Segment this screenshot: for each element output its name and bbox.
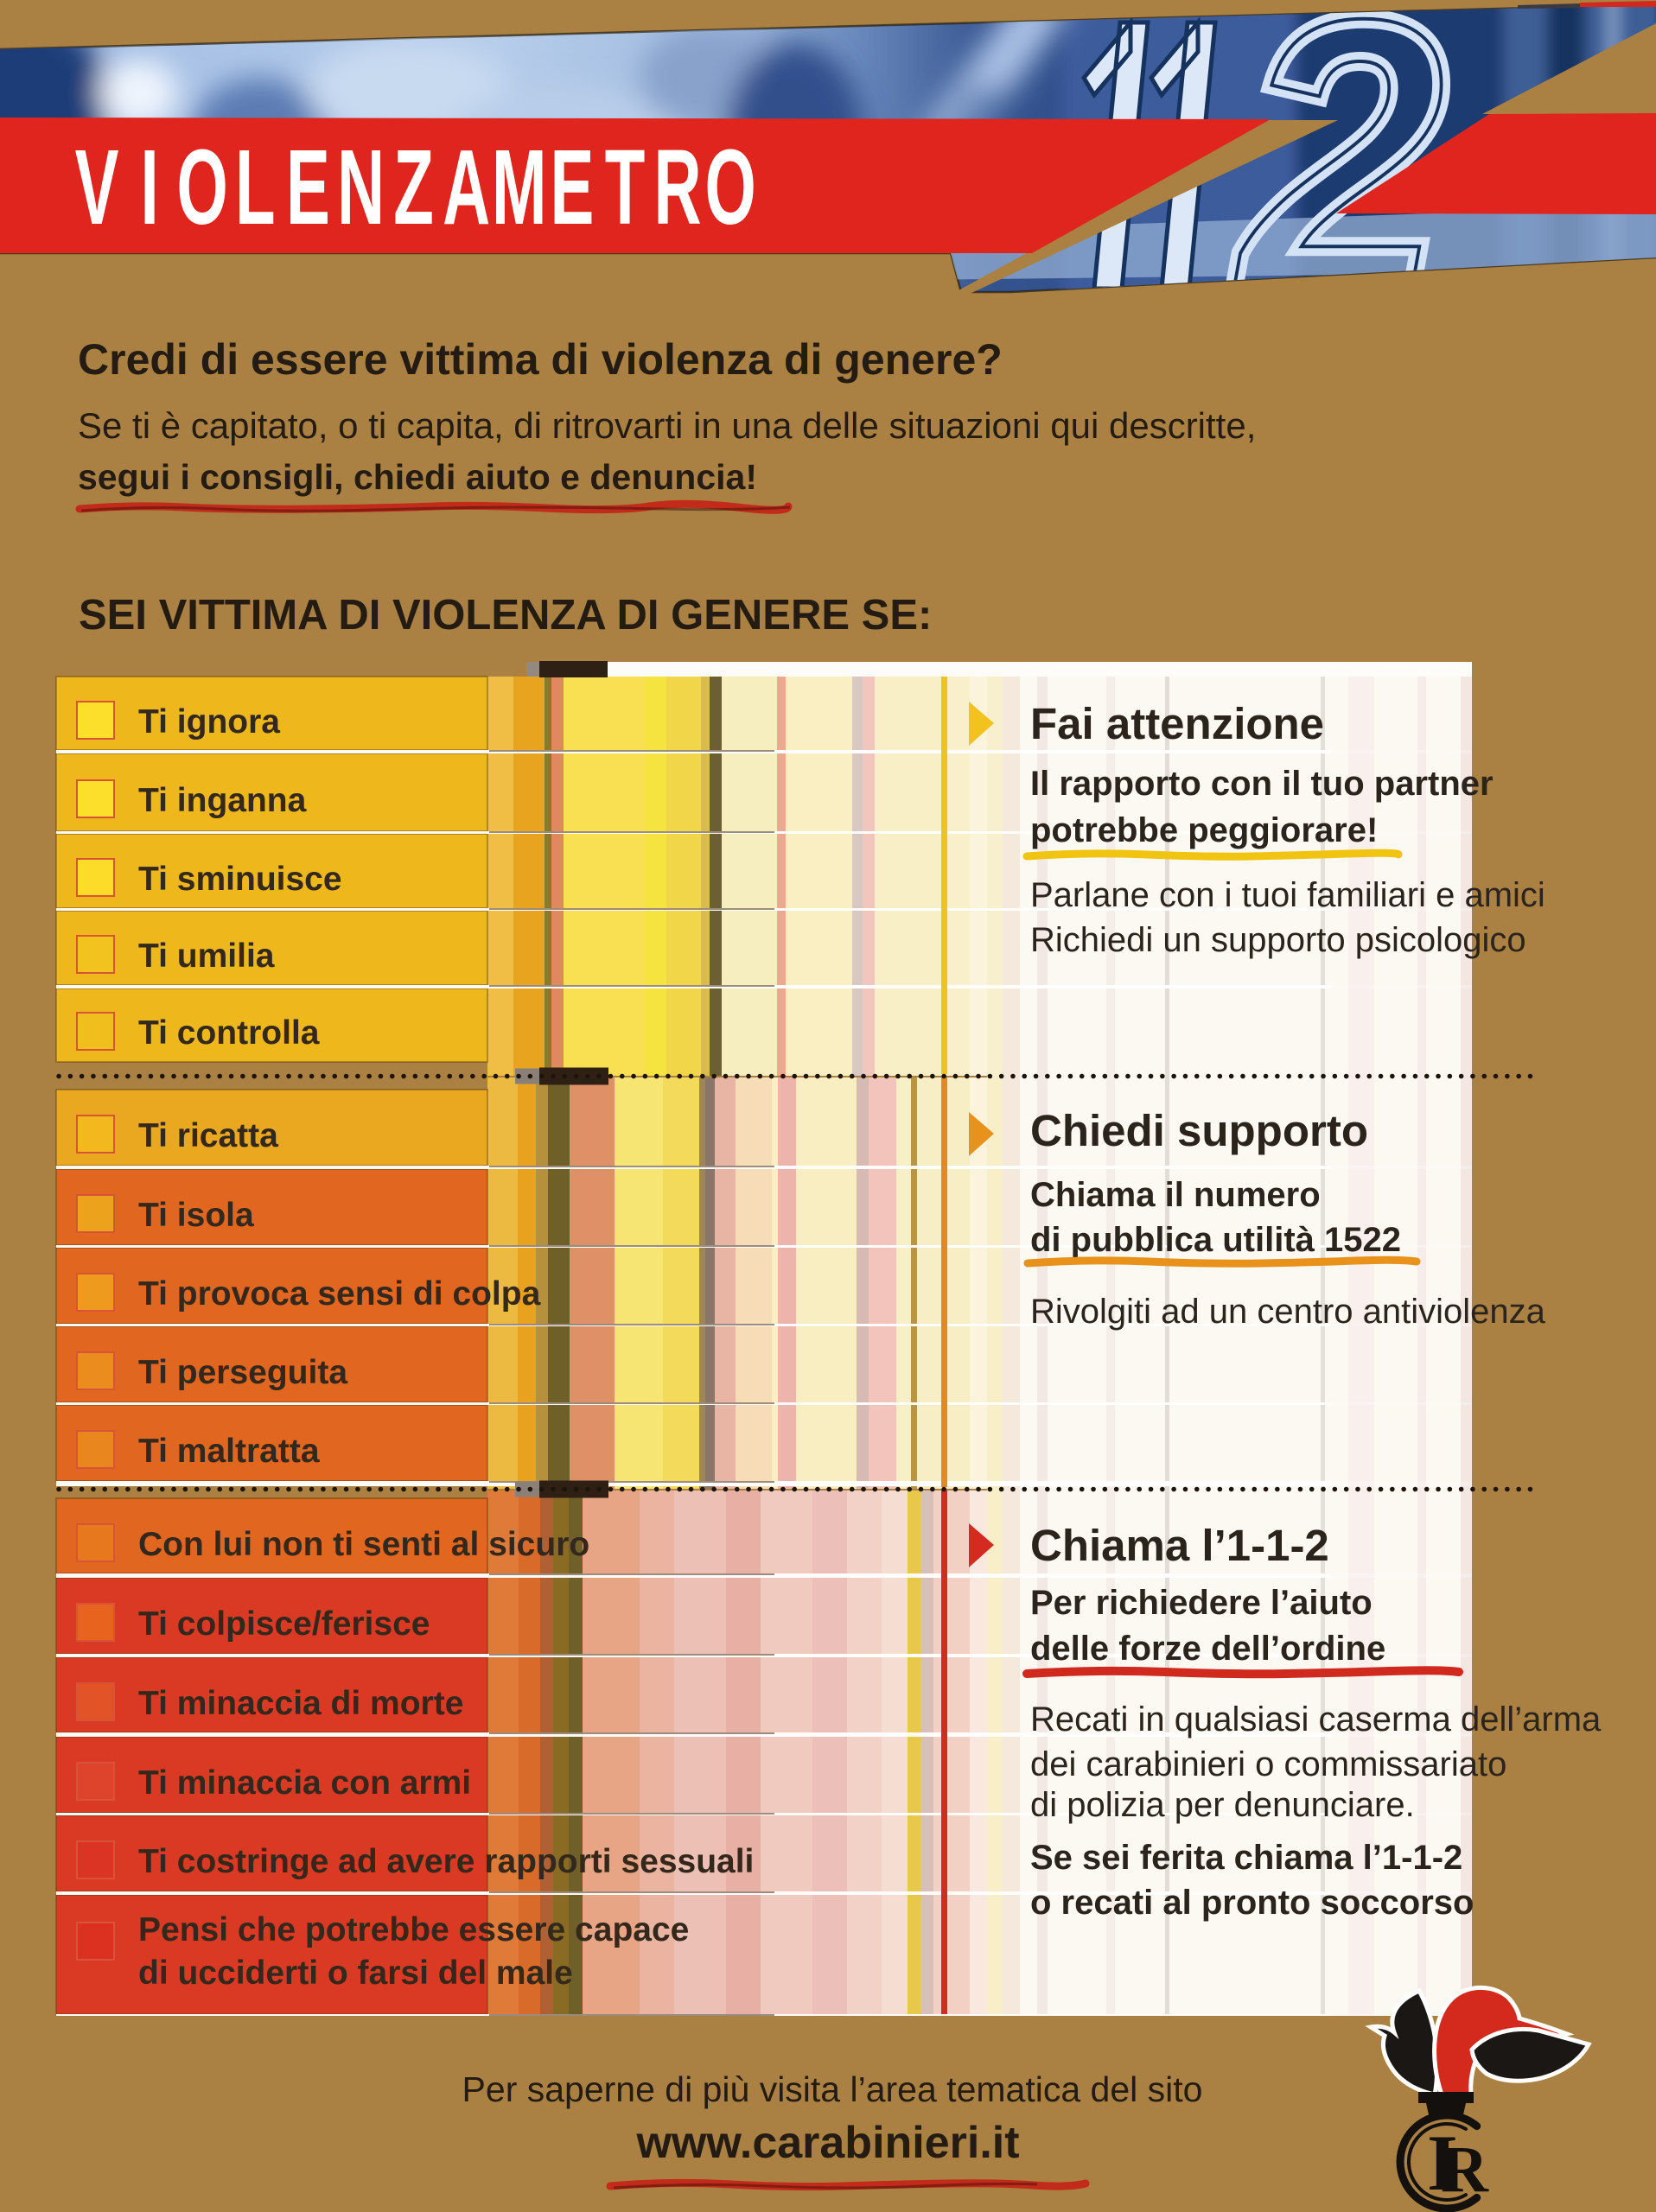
svg-text:Parlane con i tuoi familiari e: Parlane con i tuoi familiari e amici: [1030, 876, 1545, 914]
svg-text:Chiama il numero: Chiama il numero: [1030, 1176, 1321, 1214]
svg-text:Ti costringe ad avere rapporti: Ti costringe ad avere rapporti sessuali: [138, 1843, 754, 1880]
svg-text:Z: Z: [393, 127, 434, 246]
svg-text:Ti isola: Ti isola: [138, 1197, 254, 1234]
svg-text:M: M: [492, 127, 547, 246]
svg-text:Ti controlla: Ti controlla: [138, 1014, 320, 1052]
svg-text:Chiama l’1-1-2: Chiama l’1-1-2: [1030, 1521, 1329, 1570]
svg-text:I: I: [1427, 2119, 1458, 2207]
svg-text:Ti ignora: Ti ignora: [138, 703, 280, 741]
svg-text:A: A: [443, 127, 490, 246]
svg-text:Ti perseguita: Ti perseguita: [138, 1354, 347, 1391]
svg-text:Ti sminuisce: Ti sminuisce: [138, 861, 342, 898]
svg-text:Se sei ferita chiama l’1-1-2: Se sei ferita chiama l’1-1-2: [1030, 1839, 1462, 1877]
svg-text:Ti minaccia di morte: Ti minaccia di morte: [138, 1685, 463, 1722]
svg-text:o recati al pronto soccorso: o recati al pronto soccorso: [1030, 1884, 1474, 1922]
svg-text:di polizia per denunciare.: di polizia per denunciare.: [1030, 1786, 1415, 1824]
svg-text:Ti minaccia con armi: Ti minaccia con armi: [138, 1764, 471, 1802]
svg-text:N: N: [337, 127, 385, 246]
svg-text:Il rapporto con il tuo partner: Il rapporto con il tuo partner: [1030, 765, 1494, 803]
svg-text:E: E: [286, 127, 330, 246]
svg-text:Ti provoca sensi di colpa: Ti provoca sensi di colpa: [138, 1275, 541, 1313]
svg-text:Chiedi supporto: Chiedi supporto: [1030, 1106, 1368, 1155]
svg-text:V: V: [75, 127, 119, 246]
svg-text:Ti umilia: Ti umilia: [138, 938, 275, 975]
svg-text:I: I: [141, 127, 159, 246]
svg-text:Richiedi un supporto psicologi: Richiedi un supporto psicologico: [1030, 921, 1526, 959]
svg-text:potrebbe peggiorare!: potrebbe peggiorare!: [1030, 811, 1378, 849]
svg-text:Fai attenzione: Fai attenzione: [1030, 699, 1324, 748]
svg-text:Credi di essere vittima di vio: Credi di essere vittima di violenza di g…: [78, 335, 1003, 384]
svg-text:di ucciderti o farsi del male: di ucciderti o farsi del male: [138, 1955, 573, 1992]
svg-text:dei carabinieri o commissariat: dei carabinieri o commissariato: [1030, 1745, 1506, 1783]
svg-text:Ti colpisce/ferisce: Ti colpisce/ferisce: [138, 1605, 430, 1643]
svg-text:O: O: [177, 127, 228, 246]
svg-text:Rivolgiti ad un centro antivio: Rivolgiti ad un centro antiviolenza: [1030, 1293, 1546, 1331]
svg-text:delle forze dell’ordine: delle forze dell’ordine: [1030, 1630, 1385, 1668]
svg-text:L: L: [235, 127, 276, 246]
svg-text:Con lui non ti senti al sicuro: Con lui non ti senti al sicuro: [138, 1526, 589, 1563]
svg-text:www.carabinieri.it: www.carabinieri.it: [635, 2118, 1019, 2168]
svg-text:Per richiedere l’aiuto: Per richiedere l’aiuto: [1030, 1584, 1373, 1622]
svg-text:R: R: [1441, 2133, 1489, 2206]
svg-text:T: T: [605, 127, 646, 246]
svg-text:R: R: [654, 127, 702, 246]
svg-text:segui i consigli, chiedi aiuto: segui i consigli, chiedi aiuto e denunci…: [78, 457, 757, 497]
svg-text:Per saperne di più visita l’ar: Per saperne di più visita l’area tematic…: [462, 2069, 1203, 2109]
svg-text:Ti maltratta: Ti maltratta: [138, 1433, 320, 1470]
svg-text:Pensi che potrebbe essere capa: Pensi che potrebbe essere capace: [138, 1911, 689, 1948]
svg-text:Ti ricatta: Ti ricatta: [138, 1117, 278, 1154]
svg-text:E: E: [550, 127, 594, 246]
svg-text:O: O: [705, 127, 756, 246]
svg-text:di pubblica utilità 1522: di pubblica utilità 1522: [1030, 1221, 1401, 1259]
svg-text:Ti inganna: Ti inganna: [138, 782, 307, 819]
svg-text:Recati in qualsiasi caserma de: Recati in qualsiasi caserma dell’arma: [1030, 1700, 1602, 1738]
svg-text:SEI VITTIMA DI VIOLENZA DI GEN: SEI VITTIMA DI VIOLENZA DI GENERE SE:: [79, 592, 932, 639]
svg-text:Se ti è capitato, o ti capita,: Se ti è capitato, o ti capita, di ritrov…: [78, 405, 1256, 446]
